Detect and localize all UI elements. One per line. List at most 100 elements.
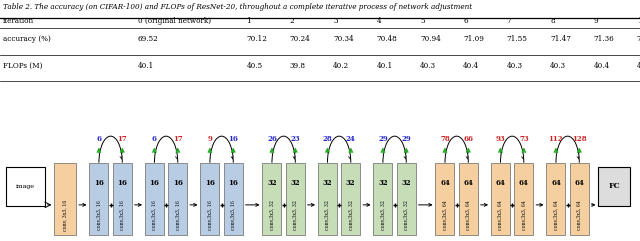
Text: conv,3x3, 64: conv,3x3, 64 [522, 200, 526, 230]
Text: 128: 128 [572, 135, 587, 143]
Text: 32: 32 [323, 179, 332, 187]
Text: 2: 2 [290, 17, 294, 25]
Text: 28: 28 [323, 135, 332, 143]
Text: 3: 3 [333, 17, 338, 25]
Text: conv,3x3, 16: conv,3x3, 16 [175, 200, 180, 230]
Text: 5: 5 [420, 17, 424, 25]
Text: FLOPs (M): FLOPs (M) [3, 62, 43, 70]
Text: 32: 32 [291, 179, 300, 187]
Text: 70.24: 70.24 [290, 35, 310, 43]
Bar [200, 163, 220, 235]
Bar [397, 163, 416, 235]
Text: conv,3x3, 64: conv,3x3, 64 [554, 200, 559, 230]
Text: 1: 1 [246, 17, 251, 25]
Text: 40.3: 40.3 [420, 62, 436, 70]
Text: conv,3x3, 16: conv,3x3, 16 [152, 200, 157, 230]
Text: conv,3x3, 32: conv,3x3, 32 [380, 200, 385, 230]
Text: conv,3x3, 16: conv,3x3, 16 [231, 200, 236, 230]
Text: 16: 16 [117, 179, 127, 187]
Text: 16: 16 [205, 179, 215, 187]
Text: 16: 16 [173, 179, 182, 187]
Text: 71.36: 71.36 [593, 35, 614, 43]
Text: 16: 16 [228, 135, 238, 143]
Text: 29: 29 [401, 135, 411, 143]
Bar [224, 163, 243, 235]
Text: 10: 10 [637, 17, 640, 25]
Text: 24: 24 [346, 135, 356, 143]
Text: 7: 7 [507, 17, 511, 25]
Text: 73: 73 [519, 135, 529, 143]
Text: conv,3x3, 32: conv,3x3, 32 [325, 200, 330, 230]
Text: 78: 78 [440, 135, 450, 143]
Bar [459, 163, 478, 235]
Bar [54, 163, 76, 235]
Bar [341, 163, 360, 235]
Text: 16: 16 [94, 179, 104, 187]
Text: conv,3x3, 16: conv,3x3, 16 [120, 200, 125, 230]
Text: 6: 6 [97, 135, 101, 143]
Text: 32: 32 [378, 179, 388, 187]
Bar [6, 167, 45, 206]
Text: 70.12: 70.12 [246, 35, 268, 43]
Text: conv,3x3, 64: conv,3x3, 64 [498, 200, 503, 230]
Text: 70.94: 70.94 [420, 35, 441, 43]
Text: 40.1: 40.1 [138, 62, 154, 70]
Text: 16: 16 [150, 179, 159, 187]
Text: 16: 16 [228, 179, 238, 187]
Text: 64: 64 [495, 179, 506, 187]
Bar [373, 163, 392, 235]
Text: 40.5: 40.5 [246, 62, 262, 70]
Text: 64: 64 [574, 179, 584, 187]
Bar [90, 163, 108, 235]
Text: 70.34: 70.34 [333, 35, 354, 43]
Bar [547, 163, 565, 235]
Text: conv,3x3, 64: conv,3x3, 64 [466, 200, 471, 230]
Bar [145, 163, 164, 235]
Text: 29: 29 [378, 135, 388, 143]
Text: 32: 32 [401, 179, 411, 187]
Bar [318, 163, 337, 235]
Text: 64: 64 [551, 179, 561, 187]
Text: 8: 8 [550, 17, 555, 25]
Text: 6: 6 [463, 17, 468, 25]
Text: 17: 17 [117, 135, 127, 143]
Text: 6: 6 [152, 135, 157, 143]
Bar [598, 167, 630, 206]
Text: 9: 9 [207, 135, 212, 143]
Text: 40.4: 40.4 [463, 62, 479, 70]
Text: conv,3x3, 32: conv,3x3, 32 [293, 200, 298, 230]
Text: 64: 64 [440, 179, 450, 187]
Text: 17: 17 [173, 135, 182, 143]
Text: 70.48: 70.48 [376, 35, 397, 43]
Text: 40.3: 40.3 [550, 62, 566, 70]
Text: 71.09: 71.09 [463, 35, 484, 43]
Text: 9: 9 [593, 17, 598, 25]
Text: conv,3x3, 16: conv,3x3, 16 [207, 200, 212, 230]
Text: 4: 4 [376, 17, 381, 25]
Text: 71.47: 71.47 [550, 35, 571, 43]
Bar [113, 163, 132, 235]
Text: 32: 32 [267, 179, 276, 187]
Text: accuracy (%): accuracy (%) [3, 35, 51, 43]
Bar [286, 163, 305, 235]
Text: conv, 3x3, 16: conv, 3x3, 16 [63, 200, 68, 231]
Bar [262, 163, 282, 235]
Bar [435, 163, 454, 235]
Text: FC: FC [609, 182, 620, 190]
Text: 40.3: 40.3 [507, 62, 523, 70]
Text: 39.8: 39.8 [290, 62, 306, 70]
Text: 26: 26 [267, 135, 277, 143]
Text: iteration: iteration [3, 17, 35, 25]
Text: 23: 23 [291, 135, 300, 143]
Text: Table 2. The accuracy (on CIFAR-100) and FLOPs of ResNet-20, throughout a comple: Table 2. The accuracy (on CIFAR-100) and… [3, 3, 472, 11]
Text: 64: 64 [463, 179, 473, 187]
Text: conv,3x3, 32: conv,3x3, 32 [348, 200, 353, 230]
Bar [491, 163, 510, 235]
Text: image: image [16, 184, 35, 189]
Bar [570, 163, 589, 235]
Bar [168, 163, 188, 235]
Text: conv,3x3, 32: conv,3x3, 32 [404, 200, 409, 230]
Text: conv,3x3, 64: conv,3x3, 64 [442, 200, 447, 230]
Text: 32: 32 [346, 179, 356, 187]
Text: 71.57: 71.57 [637, 35, 640, 43]
